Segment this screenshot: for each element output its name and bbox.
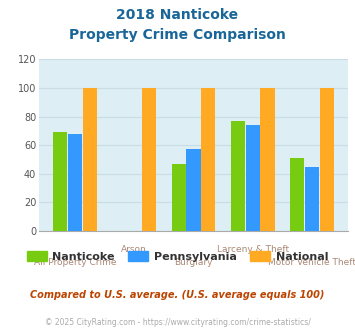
Bar [261, 88, 275, 231]
Bar [201, 88, 215, 231]
Bar [246, 125, 260, 231]
Bar [231, 121, 245, 231]
Bar [83, 88, 97, 231]
Text: Property Crime Comparison: Property Crime Comparison [69, 28, 286, 42]
Legend: Nanticoke, Pennsylvania, National: Nanticoke, Pennsylvania, National [22, 247, 333, 267]
Text: Compared to U.S. average. (U.S. average equals 100): Compared to U.S. average. (U.S. average … [30, 290, 325, 300]
Text: © 2025 CityRating.com - https://www.cityrating.com/crime-statistics/: © 2025 CityRating.com - https://www.city… [45, 318, 310, 327]
Text: Arson: Arson [121, 245, 147, 254]
Bar [68, 134, 82, 231]
Text: Larceny & Theft: Larceny & Theft [217, 245, 289, 254]
Bar [171, 164, 186, 231]
Text: Motor Vehicle Theft: Motor Vehicle Theft [268, 258, 355, 267]
Bar [186, 149, 201, 231]
Bar [53, 132, 67, 231]
Bar [320, 88, 334, 231]
Text: Burglary: Burglary [174, 258, 213, 267]
Text: All Property Crime: All Property Crime [34, 258, 116, 267]
Bar [305, 167, 319, 231]
Bar [142, 88, 156, 231]
Text: 2018 Nanticoke: 2018 Nanticoke [116, 8, 239, 22]
Bar [290, 158, 304, 231]
